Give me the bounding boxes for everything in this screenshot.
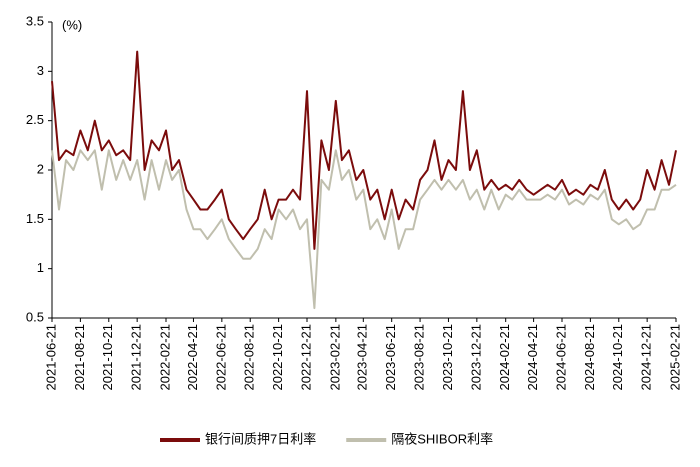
x-tick-label: 2022-10-21 (270, 324, 285, 391)
x-tick-label: 2023-04-21 (355, 324, 370, 391)
x-tick-label: 2022-04-21 (185, 324, 200, 391)
x-tick-label: 2023-06-21 (383, 324, 398, 391)
x-tick-label: 2021-10-21 (100, 324, 115, 391)
x-tick-label: 2022-08-21 (242, 324, 257, 391)
x-tick-label: 2024-02-21 (497, 324, 512, 391)
x-tick-label: 2024-04-21 (525, 324, 540, 391)
x-tick-label: 2022-02-21 (157, 324, 172, 391)
x-tick-label: 2024-10-21 (610, 324, 625, 391)
unit-label: (%) (62, 17, 82, 32)
y-tick-label: 3.5 (26, 13, 44, 28)
x-tick-label: 2021-12-21 (129, 324, 144, 391)
legend-label: 隔夜SHIBOR利率 (391, 431, 493, 446)
x-tick-label: 2024-12-21 (639, 324, 654, 391)
x-tick-label: 2021-06-21 (43, 324, 58, 391)
x-tick-label: 2025-02-21 (667, 324, 682, 391)
x-tick-label: 2023-02-21 (327, 324, 342, 391)
y-tick-label: 2 (37, 161, 44, 176)
x-tick-label: 2024-08-21 (582, 324, 597, 391)
x-tick-label: 2021-08-21 (72, 324, 87, 391)
y-tick-label: 1.5 (26, 211, 44, 226)
x-tick-label: 2022-06-21 (213, 324, 228, 391)
x-tick-label: 2023-08-21 (412, 324, 427, 391)
y-tick-label: 2.5 (26, 112, 44, 127)
x-tick-label: 2022-12-21 (298, 324, 313, 391)
x-tick-label: 2024-06-21 (553, 324, 568, 391)
series-line (51, 50, 677, 250)
x-tick-label: 2023-12-21 (468, 324, 483, 391)
series-line (51, 149, 677, 310)
y-tick-label: 1 (37, 260, 44, 275)
legend-label: 银行间质押7日利率 (205, 431, 316, 446)
y-tick-label: 0.5 (26, 309, 44, 324)
y-tick-label: 3 (37, 63, 44, 78)
x-tick-label: 2023-10-21 (440, 324, 455, 391)
